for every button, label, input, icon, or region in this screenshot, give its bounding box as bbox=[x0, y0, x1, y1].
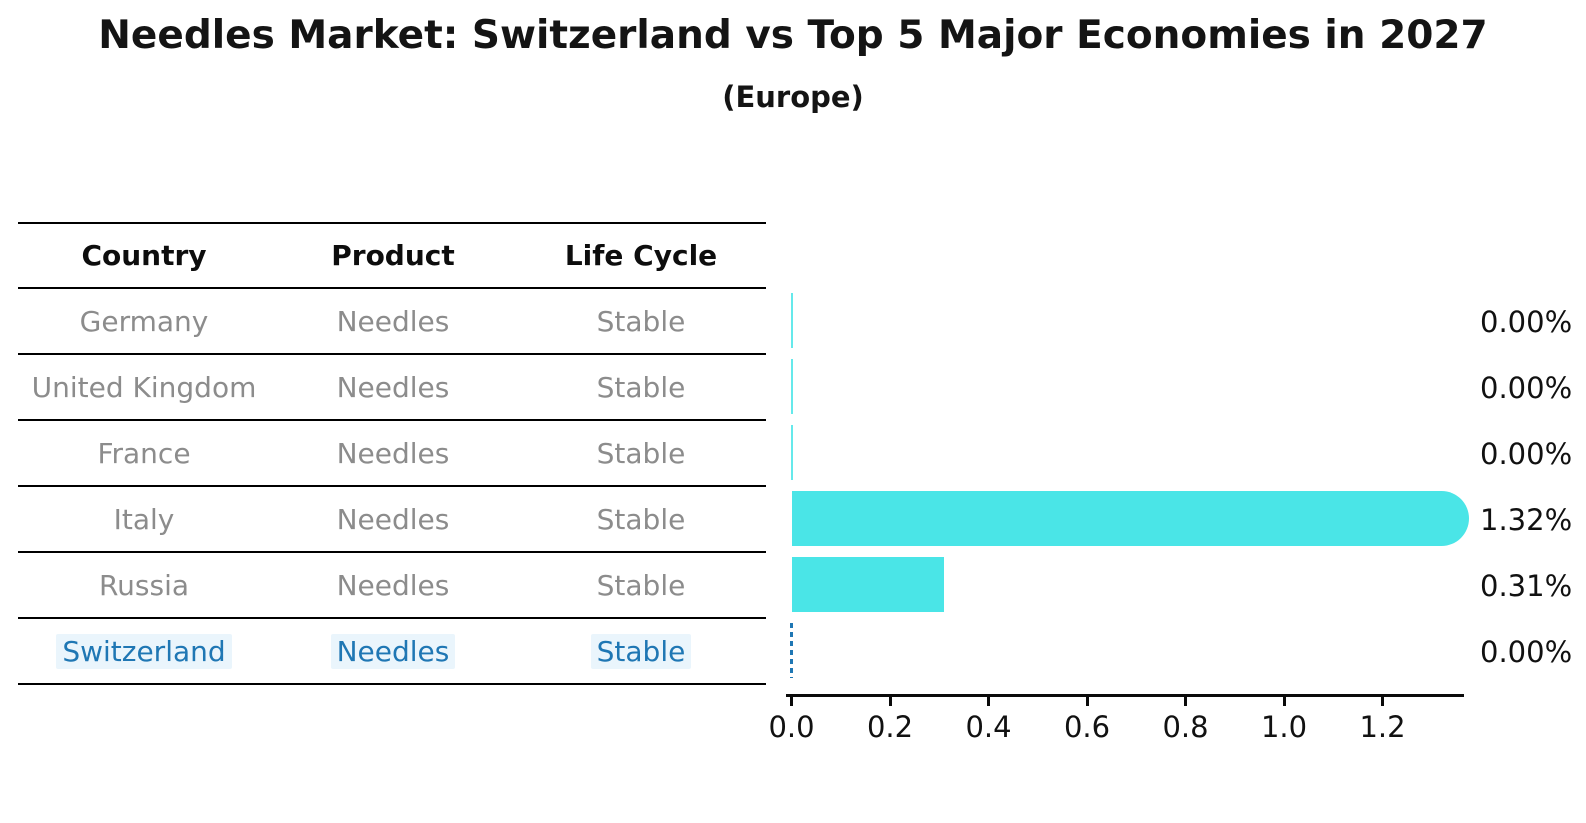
cell-product: Needles bbox=[270, 503, 516, 536]
table-row: Germany Needles Stable bbox=[18, 289, 766, 355]
cell-life-cycle: Stable bbox=[516, 437, 766, 470]
cell-life-cycle: Stable bbox=[516, 371, 766, 404]
zero-bar bbox=[790, 424, 793, 480]
cell-text: Russia bbox=[98, 568, 190, 602]
cell-text: Stable bbox=[596, 568, 686, 602]
table-row: Russia Needles Stable bbox=[18, 553, 766, 619]
table-row: Italy Needles Stable bbox=[18, 487, 766, 553]
x-tick bbox=[1184, 697, 1187, 706]
x-tick-label: 1.0 bbox=[1260, 710, 1308, 744]
bar bbox=[791, 490, 1470, 546]
x-tick-label: 0.0 bbox=[768, 710, 815, 744]
chart-title: Needles Market: Switzerland vs Top 5 Maj… bbox=[98, 13, 1488, 58]
cell-product: Needles bbox=[270, 371, 516, 404]
cell-life-cycle: Stable bbox=[516, 569, 766, 602]
cell-text: Stable bbox=[596, 370, 686, 404]
cell-country: France bbox=[18, 437, 270, 470]
x-tick bbox=[888, 697, 892, 706]
x-tick-label: 0.8 bbox=[1162, 710, 1209, 744]
x-axis-line bbox=[786, 694, 1464, 697]
chart-subtitle: (Europe) bbox=[722, 80, 864, 114]
cell-text: Needles bbox=[336, 370, 450, 404]
cell-product: Needles bbox=[270, 437, 516, 470]
header-country: Country bbox=[81, 239, 207, 272]
cell-text: United Kingdom bbox=[31, 370, 257, 404]
table-row: United Kingdom Needles Stable bbox=[18, 355, 766, 421]
x-tick-label: 0.2 bbox=[866, 710, 914, 744]
cell-text: Needles bbox=[336, 502, 450, 536]
cell-text: Switzerland bbox=[56, 633, 232, 669]
table-header-row: Country Product Life Cycle bbox=[18, 222, 766, 289]
x-tick-label: 0.6 bbox=[1063, 710, 1111, 744]
x-tick bbox=[1085, 697, 1089, 706]
bar-value-label: 0.31% bbox=[1480, 569, 1573, 603]
cell-product: Needles bbox=[270, 305, 516, 338]
bar-value-label: 0.00% bbox=[1480, 635, 1573, 669]
x-tick-label: 1.2 bbox=[1359, 710, 1406, 744]
cell-text: Stable bbox=[590, 633, 692, 669]
cell-text: Germany bbox=[79, 304, 209, 338]
cell-country: Germany bbox=[18, 305, 270, 338]
x-tick bbox=[1381, 697, 1384, 706]
bar-value-label: 0.00% bbox=[1480, 437, 1573, 471]
zero-bar bbox=[790, 358, 793, 414]
table-row: France Needles Stable bbox=[18, 421, 766, 487]
header-life-cycle: Life Cycle bbox=[564, 239, 718, 272]
bar-value-label: 0.00% bbox=[1480, 371, 1573, 405]
cell-country: Italy bbox=[18, 503, 270, 536]
cell-product: Needles bbox=[270, 633, 516, 669]
x-tick bbox=[790, 697, 793, 706]
cell-country: Switzerland bbox=[18, 633, 270, 669]
table-body: Germany Needles Stable United Kingdom Needle… bbox=[18, 289, 766, 685]
data-table: Country Product Life Cycle Germany Needle… bbox=[18, 222, 766, 685]
cell-product: Needles bbox=[270, 569, 516, 602]
cell-text: Stable bbox=[596, 502, 686, 536]
bar bbox=[791, 556, 945, 612]
cell-text: France bbox=[97, 436, 191, 470]
x-tick bbox=[987, 697, 990, 706]
zero-bar bbox=[790, 292, 793, 348]
x-tick-label: 0.4 bbox=[965, 710, 1012, 744]
x-tick bbox=[1282, 697, 1286, 706]
cell-country: United Kingdom bbox=[18, 371, 270, 404]
cell-text: Stable bbox=[596, 304, 686, 338]
cell-text: Needles bbox=[330, 633, 456, 669]
bar-value-label: 1.32% bbox=[1480, 503, 1573, 537]
bar-value-label: 0.00% bbox=[1480, 305, 1573, 339]
cell-text: Needles bbox=[336, 568, 450, 602]
cell-text: Stable bbox=[596, 436, 686, 470]
cell-text: Needles bbox=[336, 304, 450, 338]
cell-text: Italy bbox=[113, 502, 175, 536]
cell-life-cycle: Stable bbox=[516, 633, 766, 669]
cell-life-cycle: Stable bbox=[516, 305, 766, 338]
highlight-zero-marker bbox=[790, 622, 793, 678]
cell-country: Russia bbox=[18, 569, 270, 602]
cell-life-cycle: Stable bbox=[516, 503, 766, 536]
table-row: Switzerland Needles Stable bbox=[18, 619, 766, 685]
header-product: Product bbox=[331, 239, 455, 272]
cell-text: Needles bbox=[336, 436, 450, 470]
